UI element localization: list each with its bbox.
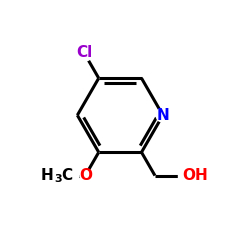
- Circle shape: [76, 44, 92, 61]
- Text: C: C: [62, 168, 73, 182]
- Text: N: N: [156, 108, 169, 123]
- Text: H: H: [41, 168, 54, 182]
- Text: O: O: [79, 168, 92, 183]
- Text: OH: OH: [182, 168, 208, 183]
- Circle shape: [80, 170, 91, 181]
- Circle shape: [156, 108, 170, 122]
- Bar: [44, 170, 78, 182]
- Bar: [178, 170, 195, 181]
- Text: 3: 3: [55, 174, 62, 184]
- Text: Cl: Cl: [76, 45, 92, 60]
